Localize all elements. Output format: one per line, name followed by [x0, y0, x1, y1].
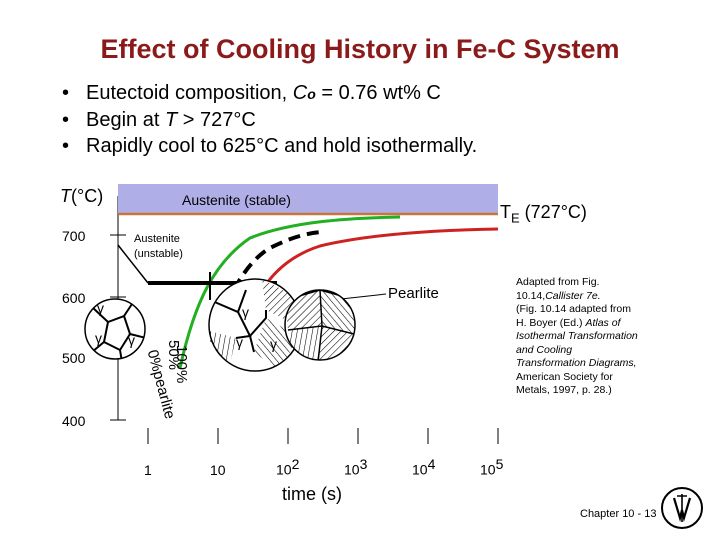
austenite-stable-band	[118, 184, 498, 214]
x-tick-label-1000: 103	[344, 456, 368, 478]
gamma-label-a2: γ	[95, 330, 102, 346]
y-tick-label-700: 700	[62, 228, 86, 244]
gamma-label-b1: γ	[242, 304, 249, 320]
seal-logo-icon	[661, 487, 703, 529]
austenite-stable-label: Austenite (stable)	[182, 192, 291, 208]
slide-title: Effect of Cooling History in Fe-C System	[100, 34, 620, 64]
y-axis-label: T(°C)	[60, 186, 104, 206]
y-tick-label-500: 500	[62, 350, 86, 366]
pearlite-label: Pearlite	[388, 285, 439, 302]
gamma-label-c1: γ	[270, 336, 277, 352]
bullet-composition: Eutectoid composition, Co = 0.76 wt% C	[60, 80, 477, 107]
x-tick-label-100: 102	[276, 456, 300, 478]
y-tick-label-400: 400	[62, 413, 86, 429]
cooling-drop-line	[117, 244, 149, 284]
gamma-label-b2: γ	[236, 334, 243, 350]
gamma-label-a1: γ	[97, 300, 104, 316]
microstructure-0pct	[85, 299, 145, 359]
x-tick-label-100000: 105	[480, 456, 504, 478]
pct-50-label: 50%	[165, 340, 182, 371]
gamma-label-a3: γ	[128, 332, 135, 348]
curve-start-green	[178, 215, 401, 369]
bullet-cool: Rapidly cool to 625°C and hold isotherma…	[60, 133, 477, 159]
bullet-begin-temp: Begin at T > 727°C	[60, 107, 477, 133]
x-tick-label-1: 1	[144, 462, 152, 478]
chapter-footer: Chapter 10 - 13	[580, 508, 657, 520]
y-tick-label-600: 600	[62, 290, 86, 306]
adapted-note: Adapted from Fig. 10.14,Callister 7e. (F…	[516, 276, 638, 396]
x-tick-label-10000: 104	[412, 456, 436, 478]
austenite-unstable-label: Austenite (unstable)	[134, 233, 183, 260]
x-axis-label: time (s)	[282, 484, 342, 504]
x-tick-label-10: 10	[210, 462, 226, 478]
te-label: TE (727°C)	[500, 202, 587, 226]
bullet-list: Eutectoid composition, Co = 0.76 wt% C B…	[60, 80, 477, 159]
